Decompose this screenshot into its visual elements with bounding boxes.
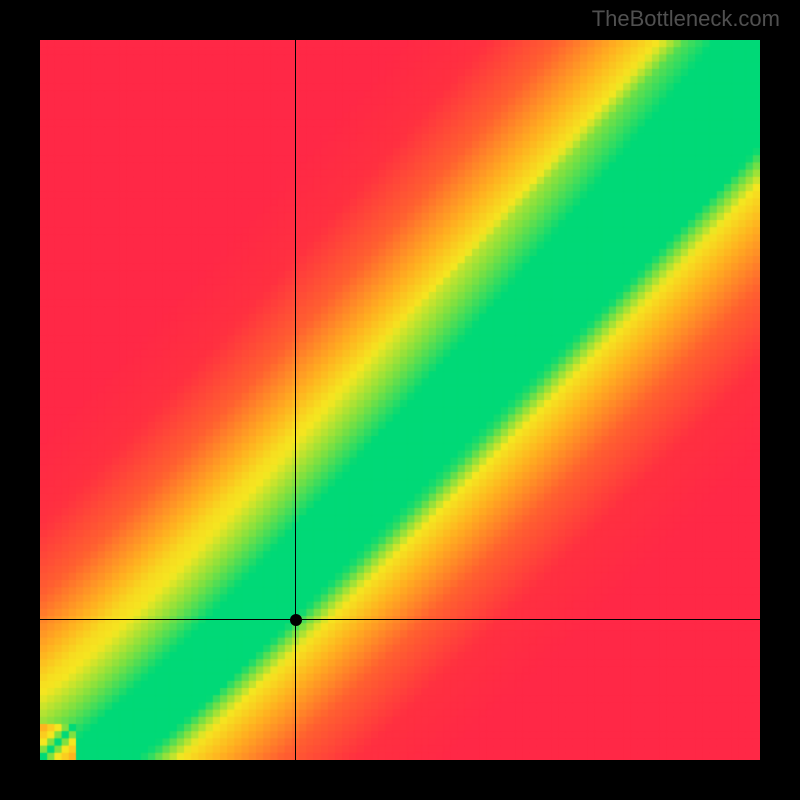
chart-container: TheBottleneck.com — [0, 0, 800, 800]
watermark-text: TheBottleneck.com — [592, 6, 780, 32]
heatmap-canvas — [40, 40, 760, 760]
crosshair-marker — [290, 614, 302, 626]
crosshair-horizontal — [40, 619, 760, 620]
crosshair-vertical — [295, 40, 296, 760]
plot-area — [40, 40, 760, 760]
